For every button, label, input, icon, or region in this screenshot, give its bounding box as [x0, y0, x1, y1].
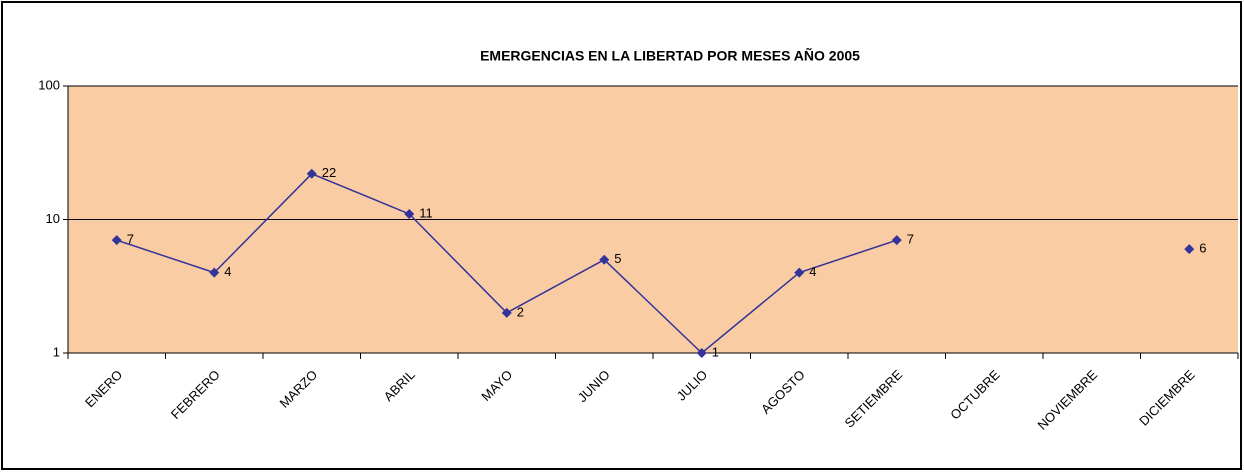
data-label: 2	[517, 304, 524, 319]
y-tick-label: 1	[53, 344, 60, 359]
data-point	[404, 208, 415, 219]
data-point	[599, 254, 610, 265]
data-label: 4	[809, 264, 816, 279]
data-label: 1	[712, 344, 719, 359]
data-label: 7	[127, 232, 134, 247]
data-point	[501, 307, 512, 318]
data-point	[891, 235, 902, 246]
data-label: 22	[322, 165, 336, 180]
data-point	[696, 348, 707, 358]
data-point	[209, 267, 220, 278]
y-tick-label: 100	[38, 77, 60, 92]
y-tick-label: 10	[46, 211, 60, 226]
data-label: 4	[224, 264, 231, 279]
chart-title: EMERGENCIAS EN LA LIBERTAD POR MESES AÑO…	[480, 47, 860, 64]
data-label: 6	[1199, 241, 1206, 256]
data-label: 7	[907, 232, 914, 247]
data-point	[794, 267, 805, 278]
data-point	[1184, 244, 1195, 255]
data-point	[111, 235, 122, 246]
data-point	[306, 168, 317, 179]
data-label: 11	[419, 205, 433, 220]
data-label: 5	[614, 251, 621, 266]
